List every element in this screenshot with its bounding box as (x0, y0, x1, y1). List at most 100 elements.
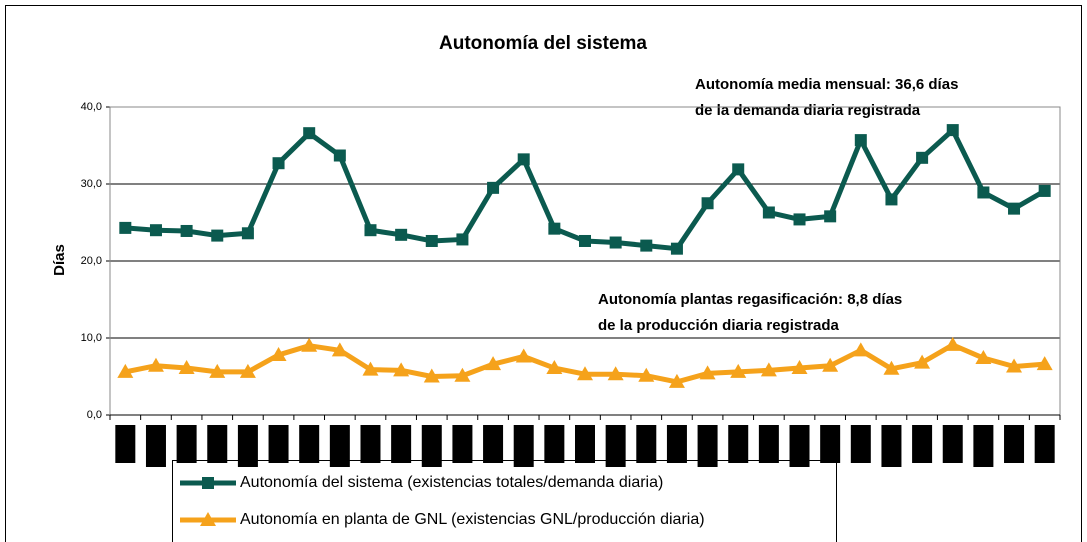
x-tick-label-box (1034, 425, 1055, 463)
annotation: Autonomía media mensual: 36,6 días (695, 76, 958, 93)
marker (852, 342, 869, 357)
marker (1006, 358, 1023, 373)
marker (331, 342, 348, 357)
x-tick-label-box (789, 425, 810, 467)
x-tick-label-box (360, 425, 381, 463)
legend (172, 460, 837, 542)
x-tick-label-box (483, 425, 504, 463)
x-tick-label-box (115, 425, 136, 463)
x-tick-label-box (605, 425, 626, 467)
marker (119, 221, 132, 234)
marker (577, 366, 593, 381)
marker (975, 350, 992, 365)
marker (883, 360, 900, 375)
marker (241, 227, 254, 240)
marker (425, 234, 438, 247)
x-tick-label-box (145, 425, 166, 467)
annotation: de la producción diaria registrada (598, 317, 840, 334)
chart-title: Autonomía del sistema (439, 33, 647, 54)
x-tick-label-box (758, 425, 779, 463)
marker (668, 373, 685, 388)
marker (515, 348, 532, 363)
marker (239, 363, 256, 378)
x-tick-label-box (666, 425, 687, 463)
x-tick-label-box (268, 425, 289, 463)
marker (423, 368, 440, 383)
marker (393, 362, 410, 377)
marker (485, 356, 502, 371)
marker (149, 224, 162, 237)
marker (270, 346, 287, 361)
x-tick-label-box (636, 425, 657, 463)
x-tick-label-box (1004, 425, 1025, 463)
x-tick-label-box (452, 425, 473, 463)
annotation: Autonomía plantas regasificación: 8,8 dí… (598, 291, 902, 308)
marker (854, 134, 867, 147)
x-tick-label-box (575, 425, 595, 463)
marker (303, 127, 316, 140)
x-tick-label-box (421, 425, 442, 467)
legend-label: Autonomía del sistema (existencias total… (240, 474, 663, 491)
x-tick-label-box (850, 425, 871, 463)
x-tick-label-box (299, 425, 320, 463)
legend-label: Autonomía en planta de GNL (existencias … (240, 511, 705, 528)
marker (579, 234, 591, 247)
marker (147, 357, 164, 372)
marker (793, 213, 806, 226)
marker (456, 233, 469, 246)
marker (762, 206, 775, 219)
x-tick-label-box (912, 425, 933, 463)
marker (699, 365, 716, 380)
marker (638, 367, 655, 382)
marker (946, 124, 959, 137)
y-tick-label: 40,0 (81, 101, 102, 113)
marker (977, 186, 990, 199)
marker (1008, 202, 1021, 215)
x-tick-label-box (207, 425, 228, 463)
marker (732, 163, 745, 176)
x-tick-label-box (820, 425, 841, 463)
y-axis-label: Días (51, 244, 68, 276)
y-tick-label: 30,0 (81, 178, 102, 190)
x-tick-label-box (697, 425, 718, 467)
marker (609, 236, 622, 249)
marker (824, 210, 837, 223)
x-tick-label-box (728, 425, 749, 463)
x-tick-label-box (176, 425, 197, 463)
x-tick-label-box (391, 425, 412, 463)
y-tick-label: 0,0 (87, 409, 102, 421)
marker (640, 239, 653, 252)
marker (487, 181, 500, 194)
x-tick-label-box (237, 425, 258, 467)
y-tick-label: 20,0 (81, 255, 102, 267)
marker (548, 222, 561, 235)
y-tick-label: 10,0 (81, 332, 102, 344)
marker (362, 361, 379, 376)
x-tick-label-box (544, 425, 565, 463)
marker (885, 193, 898, 206)
marker (272, 157, 285, 170)
marker (200, 512, 216, 526)
marker (517, 153, 530, 166)
marker (117, 363, 134, 378)
marker (670, 242, 683, 255)
marker (916, 151, 929, 164)
marker (1038, 184, 1051, 197)
marker (791, 360, 808, 375)
x-tick-label-box (942, 425, 963, 463)
marker (454, 367, 471, 382)
marker (914, 354, 931, 369)
marker (546, 360, 563, 375)
marker (760, 362, 777, 377)
x-tick-label-box (973, 425, 994, 467)
marker (822, 357, 839, 372)
marker (209, 363, 226, 378)
marker (202, 477, 214, 489)
marker (211, 229, 224, 242)
marker (180, 224, 193, 237)
marker (944, 336, 961, 351)
marker (333, 149, 346, 162)
marker (178, 360, 195, 375)
marker (607, 366, 624, 381)
x-tick-label-box (513, 425, 534, 467)
